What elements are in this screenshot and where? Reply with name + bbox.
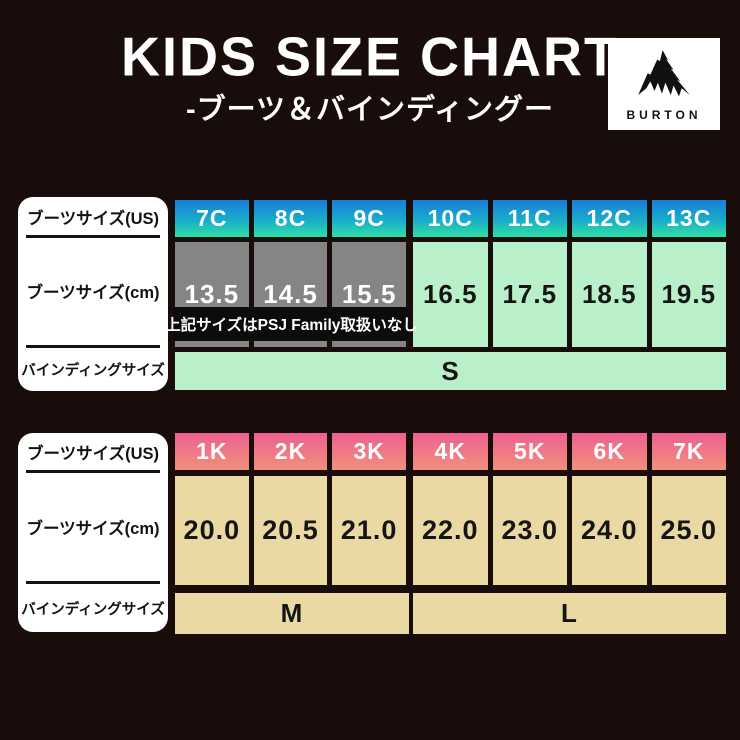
burton-logo: BURTON	[608, 38, 720, 130]
table1-label-boot-size-cm: ブーツサイズ(cm)	[26, 284, 160, 302]
cm-size-cell: 25.0	[651, 476, 726, 585]
cm-size-cell: 16.5	[413, 242, 488, 347]
cm-size-cell: 22.0	[413, 476, 488, 585]
us-size-header-cell: 2K	[253, 433, 328, 470]
table1-us-header-group-a: 7C 8C 9C	[175, 200, 406, 237]
table1-us-header-group-b: 10C 11C 12C 13C	[413, 200, 726, 237]
us-size-header-cell: 11C	[492, 200, 567, 237]
table2-label-boot-size-us: ブーツサイズ(US)	[26, 444, 160, 463]
page-subtitle: -ブーツ＆バインディングー	[185, 94, 555, 126]
table2-cm-group-a: 20.0 20.5 21.0	[175, 476, 406, 585]
us-size-header-cell: 7C	[175, 200, 249, 237]
binding-size-l-cell: L	[413, 593, 726, 634]
us-size-header-cell: 6K	[572, 433, 647, 470]
table1-label-boot-size-us: ブーツサイズ(US)	[26, 209, 160, 228]
binding-size-s-cell: S	[175, 352, 726, 390]
us-size-header-cell: 13C	[651, 200, 726, 237]
burton-logo-text: BURTON	[626, 108, 702, 122]
cm-size-cell: 18.5	[572, 242, 647, 347]
cm-size-cell: 20.5	[253, 476, 328, 585]
table2-label-boot-size-cm: ブーツサイズ(cm)	[26, 520, 160, 538]
table1-divider-2	[26, 345, 160, 348]
binding-size-m-cell: M	[175, 593, 409, 634]
us-size-header-cell: 1K	[175, 433, 249, 470]
psj-availability-note: 上記サイズはPSJ Family取扱いなし	[165, 307, 418, 341]
cm-size-cell: 24.0	[572, 476, 647, 585]
table1-row-label-panel: ブーツサイズ(US) ブーツサイズ(cm) バインディングサイズ	[18, 197, 168, 391]
table2-us-header-group-b: 4K 5K 6K 7K	[413, 433, 726, 470]
table1-divider-1	[26, 235, 160, 238]
table2-cm-group-b: 22.0 23.0 24.0 25.0	[413, 476, 726, 585]
table2-us-header-group-a: 1K 2K 3K	[175, 433, 406, 470]
cm-size-cell: 19.5	[651, 242, 726, 347]
table2-divider-1	[26, 470, 160, 473]
cm-size-cell: 23.0	[492, 476, 567, 585]
table1-label-binding-size: バインディングサイズ	[21, 362, 165, 379]
table2-label-binding-size: バインディングサイズ	[21, 601, 165, 618]
us-size-header-cell: 9C	[332, 200, 406, 237]
us-size-header-cell: 5K	[492, 433, 567, 470]
cm-size-cell: 20.0	[175, 476, 249, 585]
us-size-header-cell: 4K	[413, 433, 488, 470]
cm-size-cell: 17.5	[492, 242, 567, 347]
cm-size-cell: 21.0	[332, 476, 406, 585]
mountain-icon	[638, 50, 690, 97]
table1-cm-group-b: 16.5 17.5 18.5 19.5	[413, 242, 726, 347]
us-size-header-cell: 3K	[332, 433, 406, 470]
page-title: KIDS SIZE CHART	[120, 26, 620, 88]
us-size-header-cell: 12C	[572, 200, 647, 237]
us-size-header-cell: 8C	[253, 200, 328, 237]
table2-divider-2	[26, 581, 160, 584]
table2-row-label-panel: ブーツサイズ(US) ブーツサイズ(cm) バインディングサイズ	[18, 433, 168, 632]
us-size-header-cell: 7K	[651, 433, 726, 470]
us-size-header-cell: 10C	[413, 200, 488, 237]
